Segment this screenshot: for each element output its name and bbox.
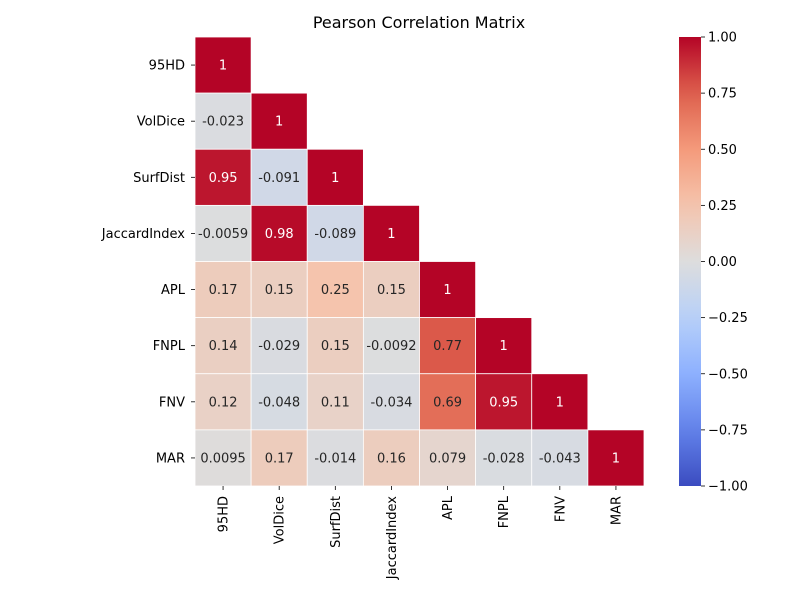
cell-value-label: 0.11 (321, 395, 350, 410)
cell-value-label: 0.17 (265, 451, 294, 466)
cell-value-label: 1 (387, 227, 395, 242)
cell-value-label: 1 (219, 59, 227, 74)
cell-value-label: 0.17 (209, 283, 238, 298)
cell-value-label: 0.77 (433, 339, 462, 354)
x-tick-label: SurfDist (329, 496, 344, 548)
cell-value-label: -0.0092 (366, 339, 416, 354)
cell-value-label: -0.0059 (198, 227, 248, 242)
colorbar-tick-label: −0.50 (708, 367, 748, 382)
heatmap-cell-MAR-SurfDist (306, 429, 364, 487)
x-tick-label: JaccardIndex (385, 496, 400, 581)
heatmap-cell-FNV-95HD (194, 373, 252, 431)
colorbar-tick-label: −0.25 (708, 311, 748, 326)
heatmap-cell-JaccardIndex-JaccardIndex (362, 204, 420, 262)
heatmap-cell-JaccardIndex-VolDice (250, 204, 308, 262)
y-tick-label: APL (161, 283, 186, 298)
y-tick-label: JaccardIndex (101, 227, 186, 242)
x-tick-label: VolDice (273, 496, 288, 544)
cell-value-label: 0.15 (265, 283, 294, 298)
cell-value-label: 0.16 (377, 451, 406, 466)
heatmap-cell-SurfDist-SurfDist (306, 148, 364, 206)
x-tick-label: FNPL (497, 495, 512, 528)
y-tick-label: FNPL (153, 339, 186, 354)
cell-value-label: 1 (275, 115, 283, 130)
y-axis: 95HD VolDice SurfDist JaccardIndex APL FNPL FN… (101, 59, 195, 466)
y-tick-label: SurfDist (133, 171, 185, 186)
heatmap-cell-VolDice-95HD (194, 92, 252, 150)
cell-value-label: -0.043 (539, 451, 581, 466)
cell-value-label: -0.034 (370, 395, 412, 410)
y-tick-label: 95HD (149, 59, 185, 74)
cell-value-label: 1 (443, 283, 451, 298)
colorbar-gradient (679, 37, 701, 486)
heatmap-cell-MAR-FNV (531, 429, 589, 487)
x-tick-label: MAR (609, 496, 624, 525)
cell-value-label: 1 (331, 171, 339, 186)
heatmap-cell-MAR-95HD (194, 429, 252, 487)
cell-value-label: 1 (500, 339, 508, 354)
cell-value-label: 0.0095 (200, 451, 246, 466)
cell-value-label: 0.25 (321, 283, 350, 298)
cell-value-label: -0.029 (258, 339, 300, 354)
heatmap-cell-FNPL-APL (419, 317, 477, 375)
colorbar: 1.00 0.75 0.50 0.25 0.00 −0.25 −0.50 −0.75 −1.00 (679, 31, 748, 495)
heatmap-cell-FNPL-VolDice (250, 317, 308, 375)
cell-value-label: -0.048 (258, 395, 300, 410)
cell-value-label: -0.089 (314, 227, 356, 242)
heatmap-cell-APL-APL (419, 261, 477, 319)
colorbar-tick-label: 0.00 (708, 255, 737, 270)
cell-value-label: 0.98 (265, 227, 294, 242)
cell-value-label: -0.028 (483, 451, 525, 466)
colorbar-tick-label: −0.75 (708, 423, 748, 438)
cell-value-label: 0.69 (433, 395, 462, 410)
cell-value-label: -0.023 (202, 115, 244, 130)
heatmap-cell-APL-VolDice (250, 261, 308, 319)
cell-value-label: 0.12 (209, 395, 238, 410)
colorbar-tick-label: 1.00 (708, 31, 737, 46)
cell-value-label: 0.15 (321, 339, 350, 354)
cell-value-label: 0.14 (209, 339, 238, 354)
colorbar-tick-label: 0.75 (708, 87, 737, 102)
chart-title: Pearson Correlation Matrix (313, 13, 525, 32)
y-tick-label: MAR (156, 451, 185, 466)
heatmap-cell-FNV-FNV (531, 373, 589, 431)
cell-value-label: 0.15 (377, 283, 406, 298)
heatmap-cell-MAR-MAR (587, 429, 645, 487)
heatmap-cell-VolDice-VolDice (250, 92, 308, 150)
heatmap-cell-SurfDist-95HD (194, 148, 252, 206)
heatmap-cell-APL-JaccardIndex (362, 261, 420, 319)
heatmap-cell-FNV-JaccardIndex (362, 373, 420, 431)
heatmap-cell-FNPL-JaccardIndex (362, 317, 420, 375)
y-tick-label: FNV (159, 395, 185, 410)
cell-value-label: 1 (556, 395, 564, 410)
colorbar-tick-label: 0.25 (708, 199, 737, 214)
cell-value-label: 0.95 (209, 171, 238, 186)
cell-value-label: 0.079 (429, 451, 466, 466)
heatmap-cell-FNPL-FNPL (475, 317, 533, 375)
cell-value-label: -0.091 (258, 171, 300, 186)
cell-value-label: 1 (612, 451, 620, 466)
y-tick-label: VolDice (137, 115, 185, 130)
x-tick-label: 95HD (217, 496, 232, 532)
heatmap-cell-FNV-VolDice (250, 373, 308, 431)
cell-value-label: 0.95 (489, 395, 518, 410)
heatmap-cell-FNV-FNPL (475, 373, 533, 431)
colorbar-tick-label: −1.00 (708, 480, 748, 495)
x-tick-label: APL (441, 495, 456, 520)
x-tick-label: FNV (553, 496, 568, 522)
colorbar-tick-label: 0.50 (708, 143, 737, 158)
heatmap-cell-95HD-95HD (194, 36, 252, 94)
cell-value-label: -0.014 (314, 451, 356, 466)
heatmap-cells: 1 -0.023 1 0.95 -0.091 1 -0.0059 0.98 -0.089 1 0.1… (194, 36, 645, 487)
x-axis: 95HD VolDice SurfDist JaccardIndex APL FNPL FN… (217, 486, 624, 581)
heatmap-cell-FNPL-SurfDist (306, 317, 364, 375)
